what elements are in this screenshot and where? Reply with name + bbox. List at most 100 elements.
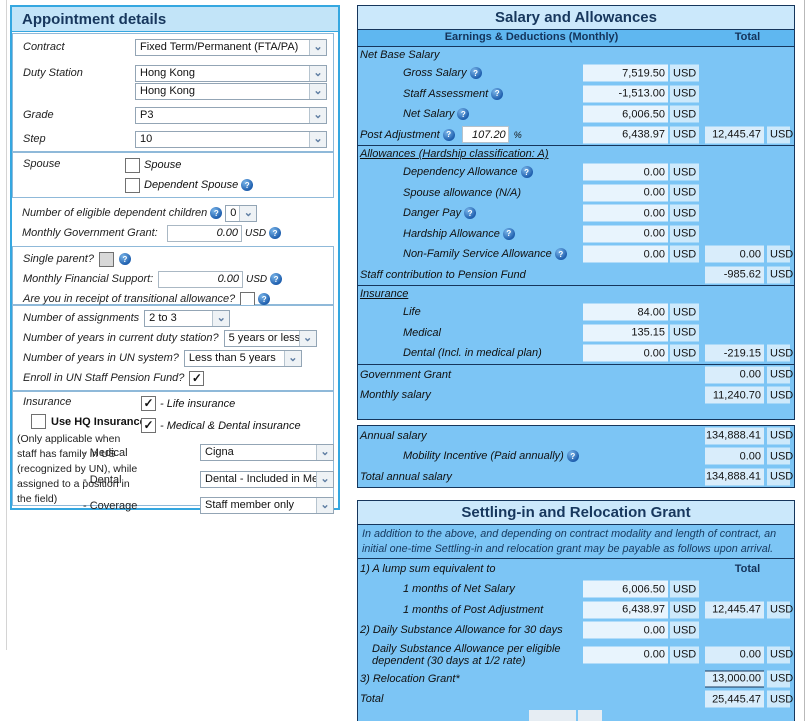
help-icon[interactable]: ? xyxy=(491,87,504,100)
financial-support-unit: USD xyxy=(246,273,268,285)
earnings-value: 6,006.50 xyxy=(583,580,668,598)
dental-plan-select[interactable]: Dental - Included in Medica ⌄ xyxy=(200,471,334,488)
grade-row: Grade P3 ⌄ xyxy=(23,106,327,124)
total-value: 134,888.41 xyxy=(705,427,764,445)
total-currency: USD xyxy=(767,386,793,404)
table-row: Government Grant? 0.00 USD xyxy=(358,363,794,386)
table-row: Hardship Allowance? 0.00 USD xyxy=(358,224,794,245)
contract-label: Contract xyxy=(23,41,65,53)
help-icon[interactable]: ? xyxy=(241,179,254,191)
right-edge-line xyxy=(804,0,805,721)
help-icon[interactable]: ? xyxy=(118,253,131,265)
chevron-down-icon[interactable]: ⌄ xyxy=(316,498,333,513)
chevron-down-icon[interactable]: ⌄ xyxy=(309,65,326,81)
chevron-down-icon[interactable]: ⌄ xyxy=(316,472,333,487)
pension-fund-checkbox[interactable]: ✓ xyxy=(189,370,205,386)
children-label: Number of eligible dependent children xyxy=(22,207,208,219)
financial-support-input[interactable]: 0.00 xyxy=(158,270,243,288)
chevron-down-icon[interactable]: ⌄ xyxy=(309,83,326,99)
total-column-header: Total xyxy=(734,563,761,575)
years-duty-station-select[interactable]: 5 years or less ⌄ xyxy=(223,329,317,347)
years-duty-station-label: Number of years in current duty station? xyxy=(23,332,219,344)
row-label: Gross Salary xyxy=(403,67,467,80)
coverage-label: - Coverage xyxy=(83,499,138,512)
duty-station-city-value: Hong Kong xyxy=(140,84,196,97)
earnings-currency: USD xyxy=(670,225,699,243)
children-select[interactable]: 0 ⌄ xyxy=(225,204,258,222)
assignments-select[interactable]: 2 to 3 ⌄ xyxy=(144,309,231,327)
medical-dental-checkbox[interactable]: ✓ xyxy=(141,418,156,433)
spouse-checkbox-row: Spouse xyxy=(125,156,253,174)
help-icon[interactable]: ? xyxy=(258,293,271,305)
single-parent-checkbox[interactable] xyxy=(98,251,114,267)
earnings-value: 0.00 xyxy=(583,204,668,222)
step-value: 10 xyxy=(140,132,153,145)
table-row: 1 months of Post Adjustment? 6,438.97 US… xyxy=(358,600,794,621)
contract-value: Fixed Term/Permanent (FTA/PA) xyxy=(140,40,299,53)
total-value: 0.00 xyxy=(705,366,764,384)
table-row: Daily Substance Allowance per eligible d… xyxy=(358,641,794,669)
appointment-details-panel: Appointment details Contract Fixed Term/… xyxy=(10,5,340,514)
assignments-value: 2 to 3 xyxy=(149,311,177,324)
chevron-down-icon[interactable]: ⌄ xyxy=(212,310,230,326)
chevron-down-icon[interactable]: ⌄ xyxy=(309,107,326,123)
help-icon[interactable]: ? xyxy=(442,128,455,141)
row-label: Annual salary xyxy=(360,429,427,442)
table-row: Total? 25,445.47 USD xyxy=(358,689,794,710)
duty-station-select[interactable]: Hong Kong ⌄ xyxy=(135,64,327,82)
contract-select[interactable]: Fixed Term/Permanent (FTA/PA) ⌄ xyxy=(135,38,327,56)
hq-insurance-note: (Only applicable when staff has family i… xyxy=(17,433,138,505)
step-select[interactable]: 10 ⌄ xyxy=(135,130,327,148)
help-icon[interactable]: ? xyxy=(210,207,223,219)
help-icon[interactable]: ? xyxy=(270,273,283,285)
chevron-down-icon[interactable]: ⌄ xyxy=(309,39,326,55)
post-adjustment-percent-input[interactable]: 107.20 xyxy=(461,126,509,144)
row-label: Staff Assessment xyxy=(403,87,489,100)
chevron-down-icon[interactable]: ⌄ xyxy=(298,330,316,346)
earnings-column-header: Earnings & Deductions (Monthly) xyxy=(444,31,619,43)
spouse-checkbox[interactable] xyxy=(125,157,140,173)
help-icon[interactable]: ? xyxy=(464,207,477,220)
earnings-currency: USD xyxy=(670,621,699,639)
help-icon[interactable]: ? xyxy=(566,450,579,463)
life-insurance-checkbox[interactable]: ✓ xyxy=(141,396,156,411)
chevron-down-icon[interactable]: ⌄ xyxy=(283,350,301,366)
table-row: Life? 84.00 USD xyxy=(358,302,794,323)
transitional-allowance-label: Are you in receipt of transitional allow… xyxy=(23,293,236,305)
chevron-down-icon[interactable]: ⌄ xyxy=(316,445,333,460)
hq-insurance-checkbox[interactable] xyxy=(31,414,46,429)
assignments-label: Number of assignments xyxy=(23,312,140,324)
help-icon[interactable]: ? xyxy=(520,166,533,179)
table-row: Dental (Incl. in medical plan)? 0.00 USD… xyxy=(358,343,794,364)
total-value: 13,000.00 xyxy=(705,670,764,688)
post-adjustment-label: Post Adjustment xyxy=(360,128,440,141)
medical-plan-select[interactable]: Cigna ⌄ xyxy=(200,444,334,461)
check-icon: ✓ xyxy=(191,370,202,385)
help-icon[interactable]: ? xyxy=(269,227,282,239)
grade-select[interactable]: P3 ⌄ xyxy=(135,106,327,124)
settling-relocation-panel: Settling-in and Relocation Grant In addi… xyxy=(357,500,795,721)
years-un-system-label: Number of years in UN system? xyxy=(23,352,179,364)
lump-sum-label: 1) A lump sum equivalent to xyxy=(360,563,496,575)
coverage-select[interactable]: Staff member only ⌄ xyxy=(200,497,334,514)
years-un-system-select[interactable]: Less than 5 years ⌄ xyxy=(183,349,302,367)
earnings-currency: USD xyxy=(670,324,699,342)
dependent-spouse-label: Dependent Spouse xyxy=(144,179,239,191)
settling-intro-text: In addition to the above, and depending … xyxy=(357,525,795,559)
help-icon[interactable]: ? xyxy=(554,248,567,261)
medical-dental-row: ✓ - Medical & Dental insurance xyxy=(141,418,301,433)
help-icon[interactable]: ? xyxy=(469,67,482,80)
help-icon[interactable]: ? xyxy=(457,108,470,121)
dependent-spouse-checkbox[interactable] xyxy=(125,177,140,193)
dental-plan-value: Dental - Included in Medica xyxy=(205,473,316,485)
chevron-down-icon[interactable]: ⌄ xyxy=(239,205,257,221)
single-parent-row: Single parent? ? xyxy=(23,250,327,268)
government-grant-input[interactable]: 0.00 xyxy=(167,224,242,242)
table-row: Mobility Incentive (Paid annually)? 0.00… xyxy=(358,446,794,467)
partial-cell xyxy=(529,710,576,721)
duty-station-city-select[interactable]: Hong Kong ⌄ xyxy=(135,82,327,100)
help-icon[interactable]: ? xyxy=(502,227,515,240)
table-row: 3) Relocation Grant*? 13,000.00 USD xyxy=(358,669,794,690)
chevron-down-icon[interactable]: ⌄ xyxy=(309,131,326,147)
earnings-currency: USD xyxy=(670,344,699,362)
